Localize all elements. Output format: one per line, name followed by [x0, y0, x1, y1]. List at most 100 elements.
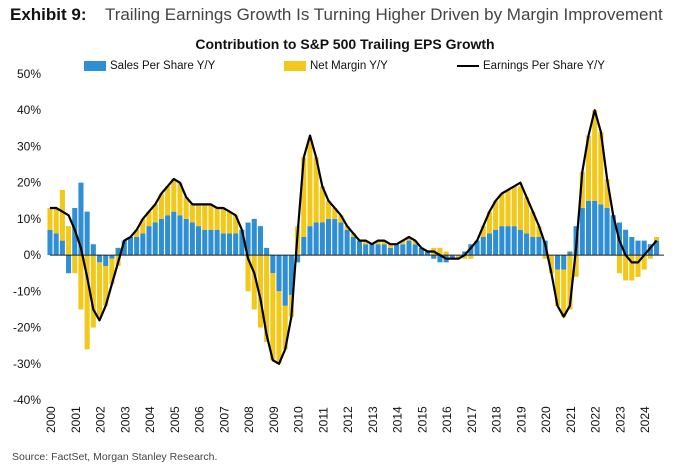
bar-net-margin	[220, 208, 226, 234]
bar-sales-per-share	[425, 251, 431, 256]
bar-net-margin	[140, 218, 146, 234]
bar-net-margin	[350, 233, 356, 237]
bar-net-margin	[152, 204, 158, 223]
bar-sales-per-share	[363, 244, 369, 256]
bar-sales-per-share	[412, 244, 418, 256]
bar-sales-per-share	[579, 208, 585, 256]
x-tick-label: 2011	[316, 407, 330, 433]
bar-net-margin	[598, 131, 604, 205]
bar-sales-per-share	[332, 218, 338, 256]
bar-sales-per-share	[585, 200, 592, 256]
x-tick-label: 2000	[44, 406, 58, 433]
bar-sales-per-share	[59, 240, 65, 256]
source-note: Source: FactSet, Morgan Stanley Research…	[12, 451, 218, 463]
bar-sales-per-share	[313, 222, 319, 256]
x-tick-label: 2008	[242, 406, 256, 433]
x-tick-label: 2021	[564, 406, 578, 433]
bar-net-margin	[524, 197, 530, 234]
bar-net-margin	[158, 193, 164, 219]
bar-net-margin	[412, 240, 418, 245]
bar-net-margin	[548, 255, 554, 274]
bar-sales-per-share	[109, 255, 115, 259]
bar-sales-per-share	[511, 226, 517, 256]
bar-sales-per-share	[196, 226, 202, 256]
bar-net-margin	[480, 226, 486, 237]
bar-sales-per-share	[375, 244, 381, 256]
y-tick-label: 30%	[17, 139, 41, 153]
bar-sales-per-share	[493, 229, 499, 256]
bar-net-margin	[499, 193, 505, 227]
bar-sales-per-share	[654, 240, 660, 256]
bar-net-margin	[486, 211, 492, 234]
bar-sales-per-share	[319, 222, 325, 256]
bar-net-margin	[629, 255, 635, 281]
bar-sales-per-share	[307, 226, 313, 256]
bar-net-margin	[561, 269, 567, 317]
bar-net-margin	[517, 186, 523, 230]
bar-net-margin	[363, 240, 369, 245]
bar-sales-per-share	[387, 247, 393, 256]
bar-sales-per-share	[344, 229, 350, 256]
bar-sales-per-share	[301, 237, 307, 256]
bar-net-margin	[338, 215, 344, 223]
bar-sales-per-share	[226, 233, 233, 256]
bar-sales-per-share	[84, 211, 90, 256]
bar-net-margin	[307, 139, 313, 227]
bar-sales-per-share	[623, 229, 629, 256]
x-tick-label: 2013	[366, 406, 380, 433]
bar-sales-per-share	[530, 237, 536, 256]
bar-sales-per-share	[47, 229, 53, 256]
bar-sales-per-share	[449, 255, 455, 259]
legend-swatch-eps	[457, 65, 479, 67]
bar-net-margin	[90, 255, 96, 328]
bar-net-margin	[59, 189, 65, 241]
bar-net-margin	[555, 269, 561, 306]
bar-sales-per-share	[158, 218, 164, 256]
bar-net-margin	[375, 240, 381, 245]
bar-net-margin	[78, 255, 84, 310]
bar-sales-per-share	[152, 222, 158, 256]
bar-net-margin	[344, 226, 350, 230]
bar-sales-per-share	[641, 240, 647, 256]
bar-net-margin	[245, 255, 251, 292]
bar-net-margin	[585, 135, 592, 201]
bar-net-margin	[214, 208, 220, 230]
x-tick-label: 2009	[267, 406, 281, 433]
bar-sales-per-share	[115, 247, 121, 256]
bar-net-margin	[171, 179, 177, 212]
bar-net-margin	[381, 240, 387, 245]
y-tick-label: 10%	[17, 212, 41, 226]
bar-sales-per-share	[183, 218, 189, 256]
y-tick-label: -30%	[13, 357, 41, 371]
line-earnings-per-share	[50, 109, 658, 365]
bar-sales-per-share	[462, 251, 468, 256]
bar-sales-per-share	[338, 222, 344, 256]
x-tick-label: 2007	[217, 406, 231, 433]
bar-net-margin	[635, 255, 641, 277]
bar-sales-per-share	[245, 222, 251, 256]
bar-sales-per-share	[189, 222, 195, 256]
bar-net-margin	[264, 255, 270, 343]
bar-sales-per-share	[499, 226, 505, 256]
legend-label-eps: Earnings Per Share Y/Y	[483, 60, 605, 72]
y-tick-label: 40%	[17, 103, 41, 117]
bar-net-margin	[177, 182, 183, 216]
bar-net-margin	[84, 255, 90, 350]
bar-sales-per-share	[177, 215, 183, 256]
bar-net-margin	[641, 255, 647, 270]
exhibit-label: Exhibit 9:	[10, 5, 87, 24]
bar-net-margin	[72, 255, 78, 274]
bar-net-margin	[276, 291, 282, 364]
bar-net-margin	[165, 186, 171, 216]
bar-sales-per-share	[431, 255, 437, 259]
bar-net-margin	[208, 204, 214, 230]
bar-sales-per-share	[567, 251, 573, 256]
bar-sales-per-share	[480, 237, 486, 256]
bar-sales-per-share	[103, 255, 109, 266]
bar-sales-per-share	[233, 233, 239, 256]
bar-net-margin	[134, 229, 140, 237]
bar-sales-per-share	[239, 229, 245, 256]
bar-sales-per-share	[165, 215, 171, 256]
bar-sales-per-share	[140, 233, 146, 256]
